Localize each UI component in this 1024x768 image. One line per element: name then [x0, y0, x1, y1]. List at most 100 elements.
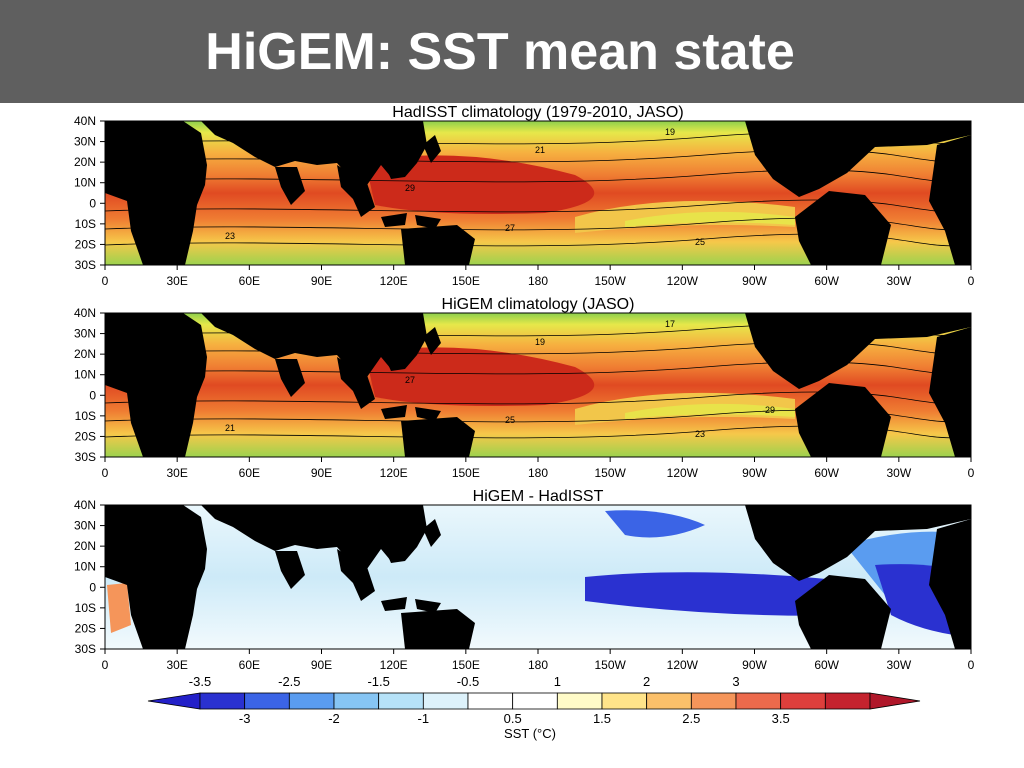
landmass	[337, 549, 375, 601]
contour-label: 17	[665, 319, 675, 329]
colorbar-segment	[288, 692, 335, 710]
landmass	[401, 225, 475, 265]
landmass	[381, 213, 407, 227]
landmass	[415, 215, 441, 229]
landmass	[275, 551, 305, 589]
contour-label: 19	[665, 127, 675, 137]
lon-tick-label: 120E	[380, 658, 408, 672]
colorbar-upper-label: -2.5	[278, 674, 301, 689]
landmass	[337, 165, 375, 217]
lon-tick-label: 150W	[594, 658, 626, 672]
contour-label: 25	[505, 415, 515, 425]
lat-tick-label: 40N	[74, 498, 96, 512]
lon-tick-label: 60W	[814, 466, 839, 480]
lat-tick-label: 30N	[74, 519, 96, 533]
landmass	[795, 575, 891, 649]
landmass	[745, 505, 971, 581]
colorbar-lower-label: 2.5	[682, 711, 701, 726]
warm-pool	[365, 347, 595, 406]
contour-label: 29	[405, 183, 415, 193]
lon-tick-label: 120W	[667, 658, 699, 672]
lon-tick-label: 30E	[166, 466, 187, 480]
colorbar-segment	[556, 692, 603, 710]
landmass	[365, 121, 427, 179]
lon-tick-label: 150E	[452, 274, 480, 288]
landmass	[105, 121, 207, 265]
panel-title-hadisst: HadISST climatology (1979-2010, JASO)	[392, 104, 684, 121]
landmass	[929, 519, 971, 649]
lon-tick-label: 30E	[166, 274, 187, 288]
colorbar-segment	[646, 692, 692, 710]
contour-line	[104, 217, 972, 231]
landmass	[795, 191, 891, 265]
map-panel-2: 40N 30N 20N 10N 0 10S 20S 30S 0 30E 60E 90E 120E 150E…	[74, 498, 975, 672]
colorbar-lower-label: 0.5	[503, 711, 522, 726]
landmass	[337, 357, 375, 409]
colorbar-segment	[780, 692, 826, 710]
lat-tick-label: 20N	[74, 155, 96, 169]
contour-label: 23	[695, 429, 705, 439]
colorbar-lower-label: -3	[238, 711, 251, 726]
contour-label: 27	[405, 375, 415, 385]
colorbar-segment	[199, 692, 246, 710]
contour-label: 25	[695, 237, 705, 247]
colorbar-title: SST (°C)	[504, 726, 556, 741]
title-bar: HiGEM: SST mean state	[0, 0, 1024, 103]
lat-tick-label: 40N	[74, 306, 96, 320]
lon-tick-label: 0	[968, 658, 975, 672]
lat-tick-label: 30N	[74, 135, 96, 149]
map-panel-0: 19 21 23 25 27 29 40N 30N 20N 10N 0 10S 20S 30S 0 30E 60…	[74, 114, 975, 288]
lat-tick-label: 10N	[74, 560, 96, 574]
lon-tick-label: 90W	[742, 658, 767, 672]
contour-label: 21	[225, 423, 235, 433]
lon-tick-label: 180	[528, 274, 548, 288]
colorbar-segment	[467, 692, 514, 710]
lon-tick-label: 60E	[239, 466, 260, 480]
lat-tick-label: 30N	[74, 327, 96, 341]
map-panel-1: 17 19 21 23 25 27 29 40N 30N 20N 10N 0 10S 20S 30S 0 30E…	[74, 306, 975, 480]
landmass	[105, 313, 207, 457]
colorbar-segment	[422, 692, 469, 710]
lat-tick-label: 30S	[75, 450, 96, 464]
lon-tick-label: 90W	[742, 274, 767, 288]
colorbar-segment	[333, 692, 380, 710]
landmass	[415, 599, 441, 613]
lon-tick-label: 150E	[452, 466, 480, 480]
landmass	[929, 135, 971, 265]
lon-tick-label: 120E	[380, 274, 408, 288]
lon-tick-label: 180	[528, 658, 548, 672]
colorbar-upper-label: 3	[732, 674, 740, 689]
lat-tick-label: 30S	[75, 258, 96, 272]
contour-line	[104, 169, 972, 183]
lon-tick-label: 180	[528, 466, 548, 480]
landmass	[929, 327, 971, 457]
lon-tick-label: 30E	[166, 658, 187, 672]
landmass	[381, 405, 407, 419]
lon-tick-label: 120E	[380, 466, 408, 480]
colorbar-lower-label: -1	[417, 711, 430, 726]
slide-title: HiGEM: SST mean state	[205, 23, 795, 81]
cold-tongue-core	[625, 403, 795, 419]
lon-tick-label: 90W	[742, 466, 767, 480]
lat-tick-label: 10S	[75, 601, 96, 615]
cold-bias-tropical-pacific	[585, 572, 865, 616]
landmass	[401, 417, 475, 457]
colorbar-lower-label: 1.5	[592, 711, 612, 726]
landmass	[365, 313, 427, 371]
lon-tick-label: 60E	[239, 274, 260, 288]
lon-tick-label: 30W	[886, 466, 911, 480]
lon-tick-label: 0	[102, 466, 109, 480]
lon-tick-label: 120W	[667, 466, 699, 480]
lat-tick-label: 10N	[74, 176, 96, 190]
lon-tick-label: 0	[102, 658, 109, 672]
lon-tick-label: 150E	[452, 658, 480, 672]
lon-tick-label: 60W	[814, 658, 839, 672]
contour-label: 29	[765, 405, 775, 415]
colorbar-upper-label: -1.5	[367, 674, 390, 689]
colorbar-segment	[601, 692, 648, 710]
landmass	[275, 167, 305, 205]
contour-label: 19	[535, 337, 545, 347]
lat-tick-label: 40N	[74, 114, 96, 128]
lat-tick-label: 20S	[75, 429, 96, 443]
